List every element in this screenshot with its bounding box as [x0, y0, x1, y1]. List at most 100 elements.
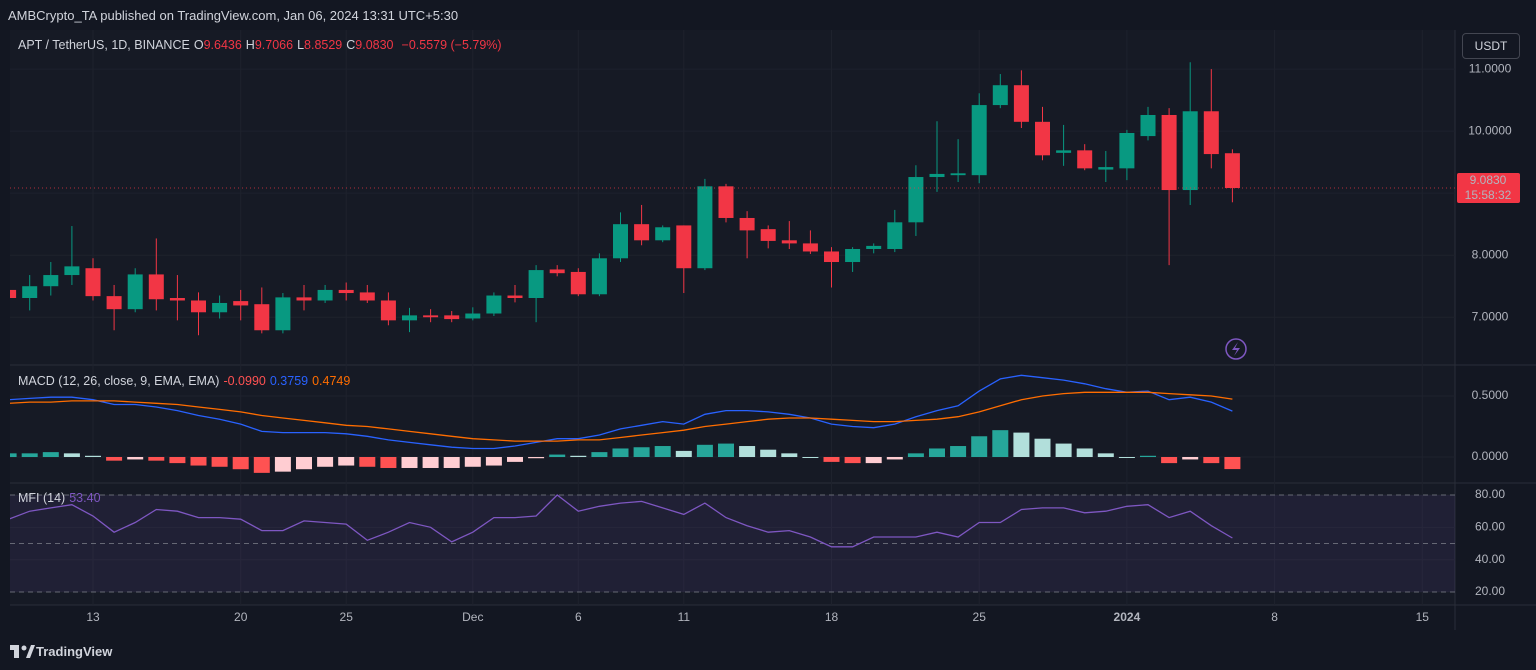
x-tick-label: 20 [234, 610, 248, 624]
x-tick-label: 15 [1416, 610, 1430, 624]
ohlc-label: H [245, 38, 255, 52]
candle-body [191, 300, 206, 313]
x-tick-label: 11 [678, 610, 691, 624]
histogram-bar [317, 457, 334, 467]
histogram-bar [844, 457, 861, 464]
candle-body [106, 296, 122, 310]
y-tick-label: 8.0000 [1472, 247, 1509, 261]
candle-body [1224, 153, 1240, 189]
histogram-bar [612, 448, 629, 458]
histogram-bar [992, 430, 1009, 458]
histogram-bar [338, 457, 355, 466]
publisher: AMBCrypto_TA published on TradingView.co… [8, 8, 459, 23]
macd-legend-value: -0.0990 [223, 374, 266, 388]
histogram-bar [1097, 453, 1114, 458]
x-tick-label: 18 [825, 610, 839, 624]
candle-body [275, 297, 291, 331]
histogram-bar [296, 457, 312, 470]
histogram-bar [823, 457, 840, 462]
histogram-bar [232, 457, 249, 470]
histogram-bar [971, 436, 988, 458]
ohlc: O9.6436 H9.7066 L8.8529 C9.0830 [194, 38, 398, 52]
ohlc-label: C [346, 38, 356, 52]
candle-body [781, 240, 797, 244]
candle-body [423, 315, 439, 318]
candle-body [85, 268, 101, 297]
currency-button[interactable]: USDT [1462, 33, 1520, 59]
histogram-bar [1224, 457, 1241, 470]
histogram-bar [106, 457, 123, 461]
histogram-bar [739, 446, 756, 458]
histogram-bar [654, 446, 671, 458]
last-price-label: 9.0830 [1470, 173, 1507, 187]
alert-icon-bolt [1232, 342, 1240, 356]
histogram-bar [696, 444, 713, 458]
histogram-bar [1013, 432, 1030, 458]
candle-body [1098, 167, 1114, 170]
candle-body [739, 217, 755, 231]
macd-legend-value: 0.4749 [312, 374, 351, 388]
y-tick-label: 0.5000 [1472, 388, 1509, 402]
candle-body [697, 186, 713, 269]
histogram-bar [127, 457, 144, 460]
y-tick-label: 10.0000 [1468, 123, 1512, 137]
histogram-bar [42, 452, 59, 458]
histogram-bar [507, 457, 523, 462]
histogram-bar [422, 457, 439, 468]
candle-body [1182, 111, 1198, 191]
ohlc-value: 8.8529 [304, 38, 343, 52]
candle-body [338, 289, 354, 294]
histogram-bar [1182, 457, 1199, 460]
histogram-bar [190, 457, 207, 466]
x-tick-label: 25 [340, 610, 354, 624]
candle-body [1035, 121, 1050, 156]
candle-body [22, 286, 38, 298]
x-tick-label: 13 [86, 610, 100, 624]
alert-icon[interactable] [1225, 338, 1247, 360]
candle-body [1119, 132, 1135, 169]
histogram-bar [169, 457, 186, 464]
candle-body [1013, 85, 1029, 122]
price-legend: APT / TetherUS, 1D, BINANCE O9.6436 H9.70… [18, 38, 506, 52]
histogram-bar [63, 453, 80, 458]
candle-body [908, 177, 924, 223]
y-tick-label: 40.00 [1475, 552, 1505, 566]
histogram-bar [570, 455, 587, 458]
macd-line [10, 374, 1233, 450]
candle-body [929, 173, 945, 178]
mfi-title: MFI (14) [18, 491, 66, 505]
candle-body [1203, 111, 1219, 155]
macd-legend: MACD (12, 26, close, 9, EMA, EMA) -0.099… [18, 374, 358, 388]
ohlc-value: 9.0830 [355, 38, 394, 52]
histogram-bar [1076, 448, 1093, 458]
candle-body [1056, 150, 1072, 153]
ohlc-value: 9.7066 [254, 38, 294, 52]
histogram-bar [464, 457, 481, 467]
candle-body [634, 224, 650, 241]
candle-body [507, 295, 523, 298]
histogram-bar [1034, 438, 1051, 458]
histogram-bar [443, 457, 460, 468]
candle-body [824, 251, 839, 263]
histogram-bar [485, 457, 502, 466]
x-tick-label: 2024 [1114, 610, 1141, 624]
x-tick-label: 25 [973, 610, 987, 624]
y-tick-label: 80.00 [1475, 487, 1505, 501]
candle-body [845, 248, 861, 263]
candle-body [1161, 114, 1177, 191]
candle-body [465, 313, 481, 319]
mfi-line [10, 494, 1233, 548]
candle-body [802, 243, 818, 252]
histogram-bar [253, 457, 270, 473]
candle-body [655, 227, 671, 241]
ohlc-label: O [193, 38, 204, 52]
candle-body [887, 222, 903, 249]
change: −0.5579 (−5.79%) [401, 38, 502, 52]
x-tick-label: 8 [1271, 610, 1278, 624]
candle-body [950, 173, 966, 176]
y-tick-label: 60.00 [1475, 520, 1505, 534]
histogram-bar [1140, 455, 1156, 458]
candle-body [971, 105, 987, 176]
histogram-bar [633, 447, 650, 458]
histogram-bar [760, 449, 777, 458]
